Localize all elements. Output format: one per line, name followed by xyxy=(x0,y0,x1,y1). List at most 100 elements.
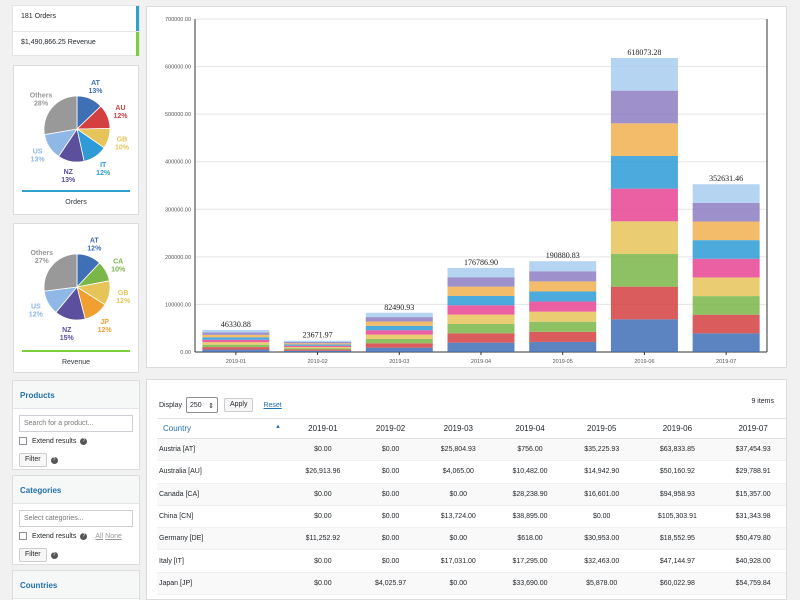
pie-label-code: AT xyxy=(91,80,101,87)
bar-segment xyxy=(365,343,433,348)
value-cell: $14,942.90 xyxy=(565,460,638,484)
bar-segment xyxy=(692,202,760,222)
column-header-month[interactable]: 2019-03 xyxy=(422,418,495,439)
y-tick-label: 600000.00 xyxy=(165,65,191,71)
column-header-month[interactable]: 2019-06 xyxy=(637,418,718,439)
categories-filter-button[interactable]: Filter xyxy=(19,548,47,562)
bar-segment xyxy=(692,277,760,297)
categories-all-link[interactable]: All xyxy=(95,532,104,540)
revenue-pie-underline xyxy=(22,350,130,352)
pie-label-code: US xyxy=(31,304,41,311)
bar-segment xyxy=(529,311,597,322)
value-cell: $0.00 xyxy=(287,438,359,462)
column-header-month[interactable]: 2019-01 xyxy=(287,418,359,439)
bar-segment xyxy=(284,345,352,347)
column-header-country[interactable]: Country ▲ xyxy=(157,418,287,439)
bar-segment xyxy=(202,329,270,333)
products-extend-checkbox[interactable] xyxy=(19,437,27,445)
value-cell: $72,732.00 xyxy=(717,594,786,599)
value-cell: $73,766.94 xyxy=(637,594,718,599)
orders-pie-caption: Orders xyxy=(65,199,87,206)
category-select-input[interactable]: Select categories... xyxy=(19,510,133,527)
column-header-month[interactable]: 2019-07 xyxy=(717,418,786,439)
value-cell: $105,303.91 xyxy=(637,505,718,529)
pie-label-pct: 15% xyxy=(60,335,75,342)
value-cell: $0.00 xyxy=(422,594,495,599)
display-select[interactable]: 250 ⇕ xyxy=(185,397,218,413)
table-row: Japan [JP] $0.00 $4,025.97 $0.00 $33,690.00 $… xyxy=(157,572,786,596)
categories-none-link[interactable]: None xyxy=(105,532,122,540)
bar-segment xyxy=(610,57,678,91)
bar-total-label: 352631.46 xyxy=(709,174,743,183)
product-search-input[interactable]: Search for a product... xyxy=(19,415,133,432)
pie-label-code: JP xyxy=(100,319,109,326)
value-cell: $2,547.00 xyxy=(287,594,359,599)
value-cell: $4,025.97 xyxy=(358,572,423,596)
x-tick-label: 2019-02 xyxy=(307,359,327,365)
pie-label-pct: 13% xyxy=(31,157,46,164)
bar-segment xyxy=(202,347,270,350)
value-cell: $618.00 xyxy=(494,527,566,551)
country-cell: Italy [IT] xyxy=(157,549,287,573)
table-row: Austria [AT] $0.00 $0.00 $25,804.93 $756.00 $… xyxy=(157,438,786,462)
value-cell: $40,928.00 xyxy=(717,549,786,573)
categories-extend-results: Extend results ? All None xyxy=(19,530,139,542)
y-tick-label: 300000.00 xyxy=(165,207,191,213)
orders-count: 181 Orders xyxy=(21,13,57,20)
column-header-month[interactable]: 2019-04 xyxy=(494,418,566,439)
value-cell: $3,642.00 xyxy=(358,594,423,599)
bar-segment xyxy=(447,277,515,287)
pie-label-code: CA xyxy=(113,258,123,265)
products-widget: Products Search for a product... Extend … xyxy=(12,380,140,470)
value-cell: $50,479.80 xyxy=(717,527,786,551)
pie-label-pct: 12% xyxy=(29,312,44,319)
value-cell: $94,958.93 xyxy=(637,483,718,506)
bar-segment xyxy=(365,325,433,331)
column-header-label: Country xyxy=(163,424,192,433)
value-cell: $28,238.90 xyxy=(494,483,566,506)
pie-label-code: GB xyxy=(117,137,128,144)
value-cell: $54,759.84 xyxy=(717,572,786,596)
revenue-pie-box: AT 12% CA 10% GB 12% JP 12% NZ 15% US 12% Others 27% … xyxy=(13,223,139,373)
countries-widget-title[interactable]: Countries xyxy=(13,571,139,599)
y-tick-label: 0.00 xyxy=(180,350,191,356)
bar-segment xyxy=(284,350,352,352)
categories-extend-checkbox[interactable] xyxy=(19,532,27,540)
bar-segment xyxy=(692,333,760,352)
bar-total-label: 190880.83 xyxy=(546,251,580,260)
bar-segment xyxy=(529,281,597,292)
value-cell: $0.00 xyxy=(287,505,359,529)
bar-segment xyxy=(447,267,515,278)
pie-label-pct: 12% xyxy=(96,170,111,177)
bar-segment xyxy=(365,338,433,344)
items-count: 9 items xyxy=(751,398,774,405)
value-cell: $35,901.00 xyxy=(565,594,638,599)
value-cell: $35,225.93 xyxy=(565,438,638,462)
categories-widget-title[interactable]: Categories xyxy=(13,476,139,504)
pie-slice-others xyxy=(43,95,78,136)
value-cell: $50,160.92 xyxy=(637,460,718,484)
products-extend-results: Extend results ? xyxy=(19,435,139,447)
products-filter-button[interactable]: Filter xyxy=(19,453,47,467)
y-tick-label: 100000.00 xyxy=(165,302,191,308)
summary-box: 181 Orders $1,490,866.25 Revenue xyxy=(12,5,140,56)
bar-segment xyxy=(365,334,433,339)
bar-segment xyxy=(692,296,760,315)
value-cell: $33,690.00 xyxy=(494,572,566,596)
column-header-month[interactable]: 2019-05 xyxy=(565,418,638,439)
bar-segment xyxy=(284,348,352,350)
pie-label-code: IT xyxy=(100,162,107,169)
bar-segment xyxy=(610,221,678,254)
value-cell: $30,953.00 xyxy=(565,527,638,551)
reset-link[interactable]: Reset xyxy=(263,401,282,409)
x-tick-label: 2019-01 xyxy=(226,359,246,365)
revenue-accent-bar xyxy=(136,32,139,56)
apply-button[interactable]: Apply xyxy=(223,398,254,412)
column-header-month[interactable]: 2019-02 xyxy=(358,418,423,439)
bar-segment xyxy=(202,349,270,352)
products-widget-title[interactable]: Products xyxy=(13,381,139,409)
left-sidebar: 181 Orders $1,490,866.25 Revenue AT 13% AU… xyxy=(12,5,140,600)
value-cell: $0.00 xyxy=(358,438,423,462)
sort-up-icon: ▲ xyxy=(275,424,281,430)
value-cell: $0.00 xyxy=(565,505,638,529)
